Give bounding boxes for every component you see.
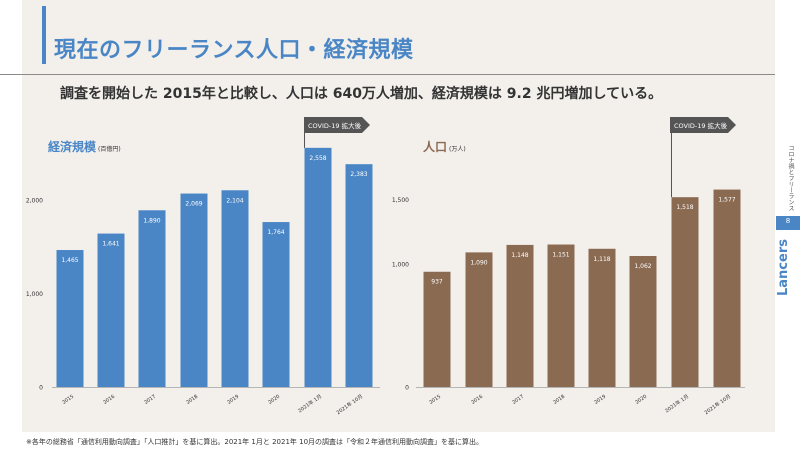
economy-bar [221, 190, 249, 387]
population-chart-title: 人口 (万人) [423, 138, 466, 155]
economy-bar [304, 147, 332, 387]
population-bar [423, 271, 451, 387]
population-chart-unit: (万人) [449, 146, 466, 153]
economy-chart-title: 経済規模 (百億円) [48, 138, 121, 155]
economy-chart-title-text: 経済規模 [48, 140, 97, 154]
population-category-label: 2016 [470, 394, 484, 406]
population-bar [629, 256, 657, 387]
population-bar-value-label: 1,062 [634, 263, 651, 270]
population-bar [506, 244, 534, 387]
economy-bar [97, 233, 125, 387]
population-ytick-label: 0 [405, 385, 409, 392]
page-title: 現在のフリーランス人口・経済規模 [54, 38, 414, 63]
economy-bar [262, 222, 290, 387]
population-bar [588, 248, 616, 387]
economy-bar-value-label: 2,104 [226, 197, 243, 204]
economy-covid-arrow [304, 117, 370, 133]
population-bar-value-label: 1,577 [718, 197, 735, 204]
population-covid-arrow [670, 117, 736, 133]
population-bar [713, 189, 741, 387]
population-category-label: 2015 [428, 394, 442, 406]
population-category-label: 2021年 10月 [703, 393, 732, 416]
economy-bar [180, 193, 208, 387]
population-category-label: 2017 [511, 394, 525, 406]
population-bar-value-label: 1,518 [676, 204, 693, 211]
population-bar [671, 197, 699, 387]
economy-ytick-label: 1,000 [26, 291, 43, 298]
population-bar [465, 252, 493, 387]
population-category-label: 2019 [593, 394, 607, 406]
population-category-label: 2018 [552, 394, 566, 406]
side-section-label: コロナ禍とフリーランス [787, 145, 794, 211]
economy-covid-arrow-label: COVID-19 拡大後 [308, 121, 362, 130]
economy-ytick-label: 2,000 [26, 198, 43, 205]
economy-bar-value-label: 2,558 [309, 155, 326, 162]
lancers-logo: Lancers [776, 239, 791, 297]
population-ytick-label: 1,500 [392, 197, 409, 204]
economy-chart-unit: (百億円) [98, 146, 121, 153]
population-covid-arrow-label: COVID-19 拡大後 [674, 121, 728, 130]
population-bar-value-label: 1,090 [470, 259, 487, 266]
population-bar-value-label: 937 [431, 279, 443, 286]
economy-ytick-label: 0 [39, 385, 43, 392]
title-accent-bar [42, 6, 46, 64]
economy-bar [138, 210, 166, 387]
economy-bar-value-label: 1,465 [61, 257, 78, 264]
economy-bar-value-label: 1,890 [143, 217, 160, 224]
page-number-badge [776, 216, 800, 230]
population-ytick-label: 1,000 [392, 262, 409, 269]
population-bar [547, 244, 575, 387]
population-bar-value-label: 1,118 [593, 256, 610, 263]
population-category-label: 2021年 1月 [664, 393, 691, 415]
economy-bar-value-label: 1,641 [102, 241, 119, 248]
economy-bar-value-label: 2,383 [350, 171, 367, 178]
title-divider [0, 74, 775, 75]
economy-bar-value-label: 1,764 [267, 229, 284, 236]
economy-bar [345, 164, 373, 387]
population-chart-title-text: 人口 [423, 140, 448, 154]
page-number: 8 [785, 217, 791, 225]
page-subtitle: 調査を開始した 2015年と比較し、人口は 640万人増加、経済規模は 9.2 … [60, 86, 663, 102]
footnote: ※各年の総務省「通信利用動向調査」「人口推計」を基に算出。2021年 1月と 2… [26, 438, 484, 446]
population-bar-value-label: 1,151 [552, 252, 569, 259]
economy-bar-value-label: 2,069 [185, 201, 202, 208]
population-category-label: 2020 [634, 394, 648, 406]
population-bar-value-label: 1,148 [511, 252, 528, 259]
economy-bar [56, 250, 84, 387]
